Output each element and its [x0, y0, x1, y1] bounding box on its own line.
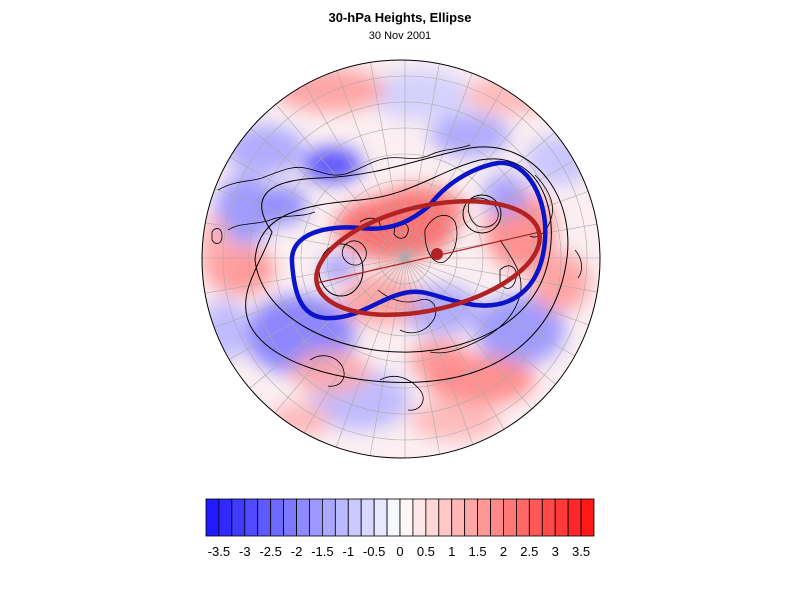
- colorbar-tick-label: 2: [500, 544, 507, 559]
- coastline-segment: [379, 376, 424, 411]
- colorbar-box: [451, 498, 466, 537]
- anomaly-patch: [483, 173, 527, 217]
- colorbar-box: [567, 498, 582, 537]
- colorbar-box: [528, 498, 543, 537]
- anomaly-patch: [430, 113, 510, 157]
- anomaly-patch: [302, 147, 362, 183]
- colorbar-box: [270, 498, 284, 537]
- colorbar-box: [580, 498, 595, 537]
- vortex-edge-contour: [289, 160, 548, 321]
- colorbar-box: [296, 498, 310, 537]
- colorbar-boxes: [205, 498, 595, 537]
- coastline-segment: [468, 197, 499, 228]
- colorbar-box: [464, 498, 478, 537]
- colorbar-box: [334, 498, 349, 537]
- colorbar-box: [399, 498, 414, 537]
- colorbar-box: [231, 498, 246, 537]
- colorbar-box: [244, 498, 259, 537]
- colorbar-tick-label: -3.5: [208, 544, 230, 559]
- colorbar-box: [438, 498, 453, 537]
- anomaly-patch: [225, 125, 305, 175]
- colorbar-box: [554, 498, 569, 537]
- colorbar-tick-label: 2.5: [520, 544, 538, 559]
- colorbar-tick-labels: -3.5 -3 -2.5 -2 -1.5 -1 -0.5 0 0.5 1 1.5 2 2.5 3 3.5: [208, 544, 590, 559]
- anomaly-patch: [530, 252, 590, 312]
- colorbar-tick-label: 1: [448, 544, 455, 559]
- coastline-segment: [377, 289, 437, 334]
- coastline-segment: [309, 355, 345, 387]
- colorbar-box: [425, 498, 440, 537]
- colorbar-tick-label: 0: [396, 544, 403, 559]
- map-title: 30-hPa Heights, Ellipse: [328, 10, 472, 25]
- ellipse-fit: [314, 198, 542, 318]
- colorbar-tick-label: -2.5: [259, 544, 281, 559]
- anomaly-patch: [202, 215, 230, 285]
- anomaly-patch: [475, 295, 565, 365]
- colorbar-tick-label: -1.5: [311, 544, 333, 559]
- map-date: 30 Nov 2001: [368, 30, 432, 42]
- colorbar-box: [373, 498, 388, 537]
- meridian-line: [359, 60, 406, 259]
- colorbar-box: [257, 498, 272, 537]
- coastline-segment: [211, 228, 223, 244]
- coastline-segment: [424, 214, 458, 263]
- globe-outline: [201, 59, 601, 459]
- colorbar-tick-label: 3: [552, 544, 559, 559]
- colorbar-box: [386, 498, 401, 537]
- meridian-line: [404, 257, 600, 348]
- coastline-segment: [429, 239, 522, 354]
- colorbar-tick-label: 1.5: [469, 544, 487, 559]
- colorbar-box: [309, 498, 323, 537]
- colorbar-box: [516, 498, 530, 537]
- colorbar-box: [321, 498, 336, 537]
- meridian-line: [315, 60, 406, 259]
- colorbar-box: [347, 498, 362, 537]
- colorbar-tick-label: -3: [239, 544, 251, 559]
- colorbar-box: [541, 498, 556, 537]
- meridian-line: [404, 212, 600, 259]
- coastlines: [211, 144, 582, 411]
- contour-high-center: [462, 194, 502, 234]
- anomaly-patch: [215, 175, 275, 245]
- anomaly-patch: [290, 350, 370, 394]
- meridian-line: [404, 257, 495, 458]
- meridian-line: [202, 212, 406, 259]
- colorbar-tick-label: -2: [291, 544, 303, 559]
- colorbar-box: [218, 498, 233, 537]
- colorbar-box: [412, 498, 427, 537]
- contour-inner: [254, 158, 552, 353]
- colorbar-box: [283, 498, 297, 537]
- ellipse-major-axis: [316, 231, 541, 284]
- colorbar-box: [360, 498, 375, 537]
- meridian-line: [404, 60, 495, 259]
- coastline-segment: [217, 144, 471, 191]
- meridian-line: [404, 257, 451, 458]
- anomaly-patch: [410, 400, 500, 440]
- coastline-segment: [227, 211, 316, 231]
- coastline-segment: [529, 174, 553, 238]
- colorbar-box: [503, 498, 517, 537]
- meridian-line: [202, 257, 406, 348]
- ellipse-center-dot: [431, 248, 443, 260]
- coastline-segment: [574, 249, 582, 279]
- colorbar-tick-label: 0.5: [417, 544, 435, 559]
- contour-outer: [245, 146, 569, 383]
- colorbar-box: [477, 498, 491, 537]
- colorbar-box: [490, 498, 504, 537]
- colorbar-tick-label: 3.5: [572, 544, 590, 559]
- colorbar-box: [205, 498, 220, 537]
- colorbar-tick-label: -1: [342, 544, 354, 559]
- colorbar-tick-label: -0.5: [363, 544, 385, 559]
- meridian-line: [202, 168, 406, 259]
